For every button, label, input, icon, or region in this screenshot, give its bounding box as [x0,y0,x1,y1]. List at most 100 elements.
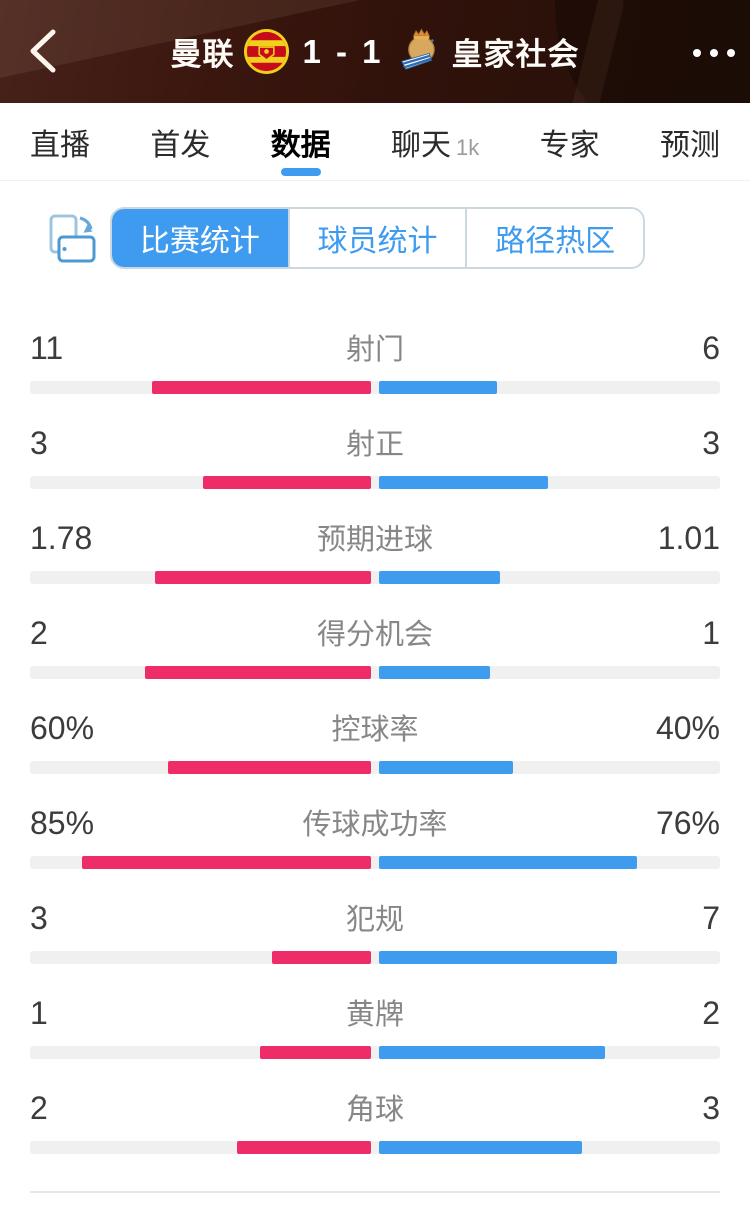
home-bar [151,381,371,394]
home-value: 1.78 [30,520,93,556]
tab-experts[interactable]: 专家 [540,103,600,180]
stat-label: 射正 [345,429,404,461]
stat-label: 犯规 [345,904,404,936]
away-value: 1.01 [657,520,720,556]
stat-label: 射门 [345,334,404,366]
section-tabbar: 直播 首发 数据 聊天 1k 专家 预测 [0,103,750,181]
stat-row: 3 犯规 7 [30,890,720,985]
stat-row: 11 射门 6 [30,320,720,415]
stat-bar-track [30,856,720,869]
away-bar [379,1141,582,1154]
away-bar [379,571,500,584]
home-value: 3 [30,900,48,936]
stat-row: 3 射正 3 [30,415,720,510]
away-value: 76% [655,805,720,841]
away-value: 6 [702,330,720,366]
tab-live[interactable]: 直播 [30,103,90,180]
home-value: 60% [30,710,95,746]
away-bar [379,1046,605,1059]
stat-row: 1 黄牌 2 [30,985,720,1080]
away-value: 3 [702,1090,720,1126]
stat-row: 2 角球 3 [30,1080,720,1175]
segment-player-stats[interactable]: 球员统计 [287,209,466,267]
away-value: 2 [702,995,720,1031]
home-value: 1 [30,995,48,1031]
rotate-screen-icon [44,214,98,270]
stat-label: 角球 [345,1094,404,1126]
tab-chat[interactable]: 聊天 1k [391,103,479,180]
stat-bar-track [30,761,720,774]
away-value: 1 [702,615,720,651]
home-bar [202,476,371,489]
away-bar [379,476,548,489]
home-bar [145,666,371,679]
match-title: 曼联 1 - 1 [170,28,579,75]
away-bar [379,381,497,394]
stat-row: 2 得分机会 1 [30,605,720,700]
away-team-name: 皇家社会 [451,37,580,72]
ellipsis-icon [710,49,718,57]
chat-count-badge: 1k [456,134,480,160]
manchester-united-crest-icon [243,28,290,75]
tab-label: 聊天 [391,128,452,162]
stats-toolbar: 比赛统计 球员统计 路径热区 [0,181,750,295]
stat-label: 得分机会 [316,619,433,651]
away-bar [379,666,491,679]
match-score: 1 - 1 [302,32,384,70]
stat-label: 控球率 [331,714,419,746]
stat-row: 1.78 预期进球 1.01 [30,510,720,605]
stat-label: 黄牌 [345,999,404,1031]
home-value: 2 [30,1090,48,1126]
stat-label: 传球成功率 [302,809,448,841]
stat-label: 预期进球 [316,524,433,556]
away-bar [379,761,513,774]
home-bar [154,571,371,584]
home-bar [271,951,371,964]
stat-bar-track [30,476,720,489]
stat-bar-track [30,571,720,584]
tab-label: 专家 [539,128,600,162]
home-value: 11 [30,330,64,366]
tab-label: 预测 [659,128,720,162]
rotate-screen-button[interactable] [44,209,98,267]
away-bar [379,951,617,964]
tab-stats[interactable]: 数据 [271,103,331,180]
away-value: 7 [702,900,720,936]
back-button[interactable] [20,24,68,80]
tab-lineup[interactable]: 首发 [150,103,210,180]
home-value: 3 [30,425,48,461]
home-bar [237,1141,371,1154]
divider [30,1191,720,1193]
stat-row: 60% 控球率 40% [30,700,720,795]
home-bar [168,761,371,774]
away-value: 40% [655,710,720,746]
tab-label: 直播 [30,128,90,162]
stats-list: 11 射门 6 3 射正 3 1.78 预期进球 1.01 2 得分机会 1 60% 控球率 40% 85% 传… [0,295,750,1175]
video-header: 曼联 1 - 1 [0,0,750,103]
segment-match-stats[interactable]: 比赛统计 [112,209,288,267]
tab-label: 数据 [270,128,331,162]
stat-bar-track [30,1046,720,1059]
ellipsis-icon [727,49,735,57]
stat-bar-track [30,381,720,394]
more-button[interactable] [684,36,744,70]
away-value: 3 [702,425,720,461]
stat-bar-track [30,1141,720,1154]
home-bar [259,1046,371,1059]
home-value: 2 [30,615,48,651]
ellipsis-icon [693,49,701,57]
tab-label: 首发 [150,128,211,162]
segment-heatmap[interactable]: 路径热区 [465,209,643,267]
stats-segmented-control: 比赛统计 球员统计 路径热区 [110,207,645,269]
active-tab-underline [280,168,321,176]
real-sociedad-crest-icon [396,28,443,75]
tab-predict[interactable]: 预测 [660,103,720,180]
stat-bar-track [30,951,720,964]
home-bar [81,856,371,869]
stat-row: 85% 传球成功率 76% [30,795,720,890]
home-team-name: 曼联 [170,37,235,72]
home-value: 85% [30,805,95,841]
away-bar [379,856,638,869]
stat-bar-track [30,666,720,679]
chevron-left-icon [24,29,64,80]
